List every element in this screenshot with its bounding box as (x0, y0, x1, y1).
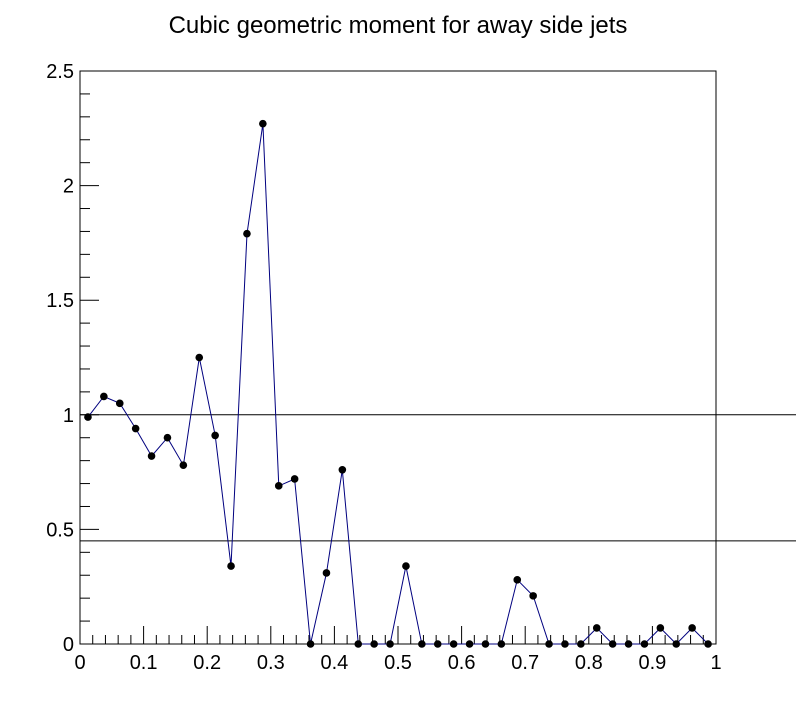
chart-title: Cubic geometric moment for away side jet… (169, 12, 628, 39)
data-point (529, 592, 537, 600)
x-tick-label: 0.8 (575, 652, 603, 674)
data-point (513, 576, 522, 584)
y-tick-label: 1.5 (46, 290, 74, 312)
y-tick-label: 0.5 (46, 519, 74, 541)
data-point (179, 461, 188, 470)
data-point (227, 562, 235, 570)
data-point (386, 640, 394, 648)
data-point (338, 466, 347, 474)
x-tick-label: 1 (710, 652, 721, 674)
x-tick-label: 0.6 (448, 652, 476, 674)
data-point (608, 640, 617, 648)
y-tick-label: 2.5 (46, 61, 74, 83)
data-point (433, 640, 442, 648)
data-point (163, 433, 172, 442)
data-point (243, 229, 251, 238)
data-point (211, 431, 219, 440)
data-point (195, 353, 204, 362)
data-point (322, 569, 331, 577)
data-point (274, 482, 283, 490)
series-line (87, 123, 709, 645)
data-point (418, 640, 426, 648)
data-point (100, 392, 108, 401)
x-tick-label: 0.4 (320, 652, 348, 674)
data-point (402, 562, 410, 570)
data-point (115, 399, 124, 408)
x-tick-label: 0.9 (638, 652, 666, 674)
x-tick-label: 0.5 (384, 652, 412, 674)
data-point (656, 624, 665, 632)
data-point (290, 475, 299, 483)
data-point (624, 640, 633, 648)
data-point (592, 624, 601, 632)
data-point (449, 640, 458, 648)
x-tick-label: 0.1 (130, 652, 158, 674)
data-point (561, 640, 569, 648)
data-point (545, 640, 553, 648)
data-series (84, 119, 712, 648)
data-point (354, 640, 363, 648)
data-point (131, 424, 140, 433)
y-tick-label: 1 (63, 405, 74, 427)
data-point (577, 640, 585, 648)
data-point (147, 452, 156, 460)
y-axis: 0 0.5 1 1.5 2 2.5 (46, 61, 99, 656)
x-tick-label: 0 (74, 652, 85, 674)
x-tick-label: 0.2 (193, 652, 221, 674)
data-point (640, 640, 649, 648)
data-point (497, 640, 506, 648)
x-tick-label: 0.3 (257, 652, 285, 674)
data-point (672, 640, 681, 648)
y-tick-label: 0 (63, 634, 74, 656)
data-point (481, 640, 490, 648)
data-point (370, 640, 378, 648)
data-point (465, 640, 474, 648)
data-point (84, 413, 92, 421)
data-point (259, 119, 267, 128)
y-tick-label: 2 (63, 176, 74, 198)
x-axis: 0 0.1 0.2 0.3 0.4 0.5 0.6 0.7 0.8 0.9 1 (74, 626, 722, 674)
plot-frame (79, 70, 717, 645)
data-point (688, 624, 696, 632)
x-tick-label: 0.7 (511, 652, 539, 674)
reference-lines (80, 414, 796, 542)
data-point (704, 640, 712, 648)
data-point (306, 640, 315, 648)
